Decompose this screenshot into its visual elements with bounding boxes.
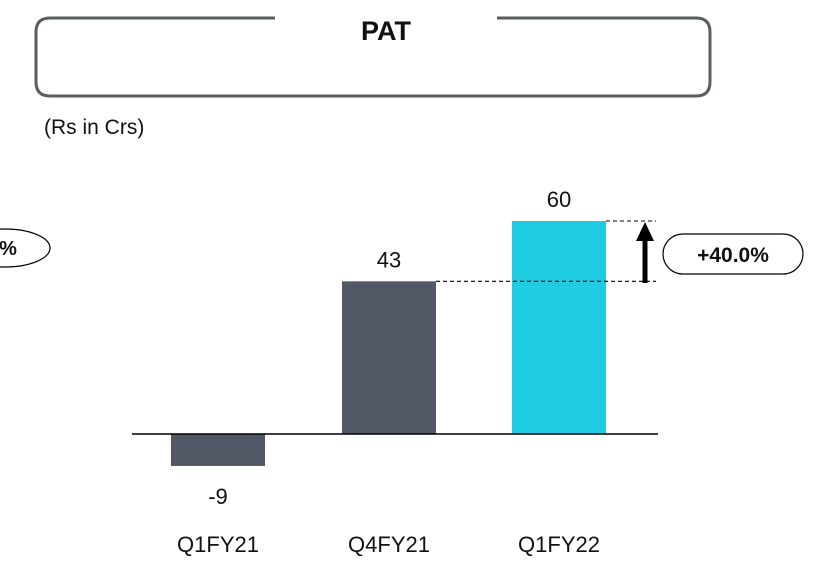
growth-badge [662, 233, 804, 275]
plot-area: -9 Q1FY21 43 Q4FY21 60 Q1FY22 [171, 187, 656, 557]
x-tick-label-q1fy22: Q1FY22 [518, 532, 600, 556]
growth-badge-text: +40.0% [697, 244, 769, 267]
growth-arrow-head [636, 222, 654, 241]
data-label-q4fy21: 43 [377, 247, 401, 272]
chart-subtitle: (Rs in Crs) [44, 116, 144, 139]
bar-q4fy21 [342, 281, 436, 434]
left-growth-badge [0, 228, 51, 268]
data-label-q1fy22: 60 [547, 187, 571, 212]
x-tick-label-q4fy21: Q4FY21 [348, 532, 430, 556]
title-frame [34, 16, 712, 98]
x-tick-label-q1fy21: Q1FY21 [177, 532, 259, 556]
chart-title: PAT [361, 16, 411, 46]
bar-q1fy22 [512, 221, 606, 434]
data-label-q1fy21: -9 [208, 484, 228, 509]
bar-q1fy21 [171, 434, 265, 466]
growth-annotation: +40.0% [636, 222, 804, 283]
left-growth-badge-text: 4% [0, 238, 17, 260]
